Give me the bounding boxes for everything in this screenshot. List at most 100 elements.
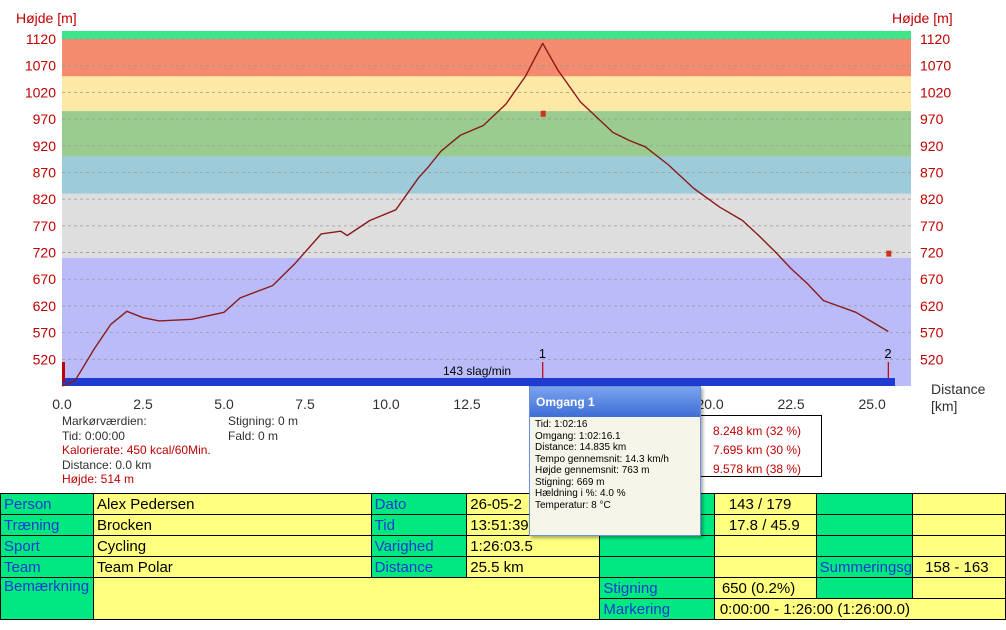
lap-marker-label: 2: [884, 346, 891, 361]
duration-value: 1:26:03.5: [466, 535, 601, 557]
lap-tooltip-line: Tempo gennemsnit: 14.3 km/h: [535, 453, 669, 465]
cursor-info-fall: Fald: 0 m: [228, 428, 279, 443]
sport-label: Sport: [0, 535, 94, 557]
intensity-zones: [62, 31, 911, 386]
speed-value: 17.8 / 45.9: [713, 514, 817, 536]
y-tick-label: 1070: [25, 58, 56, 74]
x-axis-title-line2: [km]: [931, 398, 958, 414]
y-tick-label: 620: [920, 298, 944, 314]
y-tick-label: 820: [33, 191, 57, 207]
cursor-info-header: Markørværdien:: [62, 414, 147, 428]
cursor-info-elevation: Stigning: 0 m Fald: 0 m: [228, 414, 298, 443]
x-axis-title: Distance [km]: [931, 381, 985, 415]
x-tick-label: 5.0: [214, 396, 234, 410]
y-tick-label: 670: [920, 271, 944, 287]
y-tick-label: 870: [920, 164, 944, 180]
y-tick-label: 1020: [25, 84, 56, 100]
y-tick-label: 570: [920, 325, 944, 341]
y-axis-right-ticks: 1120 1070 1020 970 920 870 820 770 720 670 620 570 5…: [920, 31, 951, 367]
lap-tooltip-title: Omgang 1: [530, 387, 700, 417]
y-tick-label: 920: [33, 138, 57, 154]
x-axis-title-line1: Distance: [931, 381, 986, 397]
heart-rate-point: [540, 110, 546, 117]
zones-summary-box: 8.248 km (32 %) 7.695 km (30 %) 9.578 km…: [698, 415, 822, 477]
heart-rate-point: [886, 250, 892, 257]
table-cell: [912, 493, 1006, 515]
team-label: Team: [0, 556, 94, 578]
mark-value: 0:00:00 - 1:26:00 (1:26:00.0): [713, 598, 1006, 620]
altitude-chart[interactable]: 1 2 1120 1070 1020 970 920 870 820 770 720 670 620 5…: [0, 0, 1006, 410]
table-row: Team Team Polar Distance 25.5 km Summeri…: [0, 556, 1006, 578]
team-value[interactable]: Team Polar: [92, 556, 372, 578]
table-cell: [912, 535, 1006, 557]
table-row: Person Alex Pedersen Dato 26-05-2 143 / …: [0, 493, 1006, 515]
table-cell: [912, 577, 1006, 599]
rise-value: 650 (0.2%): [713, 577, 817, 599]
y-tick-label: 720: [33, 245, 57, 261]
session-info-table: Person Alex Pedersen Dato 26-05-2 143 / …: [0, 493, 1006, 620]
distance-label: Distance: [370, 556, 468, 578]
lap-tooltip-line: Stigning: 669 m: [535, 476, 605, 488]
heart-rate-points: [540, 110, 892, 257]
y-tick-label: 670: [33, 271, 57, 287]
person-value[interactable]: Alex Pedersen: [92, 493, 372, 515]
y-tick-label: 770: [33, 218, 57, 234]
y-tick-label: 970: [33, 111, 57, 127]
lap-tooltip-line: Hældning i %: 4.0 %: [535, 488, 626, 499]
y-tick-label: 1120: [920, 31, 950, 47]
x-tick-label: 10.0: [372, 396, 399, 410]
zone-summary-1: 8.248 km (32 %): [713, 424, 802, 438]
table-cell: [815, 577, 914, 599]
y-axis-left-ticks: 1120 1070 1020 970 920 870 820 770 720 670 620 570 5…: [25, 31, 56, 367]
distance-value: 25.5 km: [466, 556, 601, 578]
cursor-line[interactable]: [62, 362, 65, 382]
cursor-info-rise: Stigning: 0 m: [228, 414, 299, 428]
lap-tooltip-line: Temperatur: 8 °C: [535, 499, 611, 511]
lap-tooltip-line: Højde gennemsnit: 763 m: [535, 465, 650, 476]
lap-tooltip-line: Tid: 1:02:16: [535, 419, 588, 430]
table-row: Bemærkning Stigning 650 (0.2%): [0, 577, 1006, 620]
time-label: Tid: [370, 514, 468, 536]
y-tick-label: 570: [33, 325, 57, 341]
x-tick-label: 7.5: [295, 396, 315, 410]
cursor-info-altitude: Højde: 514 m: [62, 472, 135, 486]
zone-band-1: [62, 31, 911, 40]
mark-label: Markering: [599, 598, 715, 620]
cursor-info-time: Tid: 0:00:00: [62, 428, 125, 443]
table-cell: [713, 535, 817, 557]
x-tick-label: 20.0: [696, 396, 723, 410]
x-tick-label: 22.5: [777, 396, 804, 410]
x-axis-ticks: 0.02.55.07.510.012.515.017.520.022.525.0: [52, 396, 886, 410]
table-row: Træning Brocken Tid 13:51:39 17.8 / 45.9: [0, 514, 1006, 536]
table-row: Sport Cycling Varighed 1:26:03.5: [0, 535, 1006, 557]
cursor-info-distance: Distance: 0.0 km: [62, 457, 152, 472]
lap-tooltip: Omgang 1 Tid: 1:02:16 Omgang: 1:02:16.1 …: [529, 386, 701, 536]
y-tick-label: 970: [920, 111, 944, 127]
zone-summary-3: 9.578 km (38 %): [713, 462, 802, 476]
table-cell: [912, 514, 1006, 536]
y-tick-label: 520: [920, 351, 944, 367]
note-value[interactable]: [92, 577, 601, 620]
y-tick-label: 820: [920, 191, 944, 207]
y-axis-left-title: Højde [m]: [16, 10, 77, 26]
y-tick-label: 770: [920, 218, 944, 234]
rise-label: Stigning: [599, 577, 715, 599]
sport-value[interactable]: Cycling: [92, 535, 372, 557]
training-label: Træning: [0, 514, 94, 536]
zone-band-2: [62, 39, 911, 77]
zone-band-4: [62, 111, 911, 157]
person-label: Person: [0, 493, 94, 515]
cursor-info-calories: Kalorierate: 450 kcal/60Min.: [62, 443, 211, 457]
training-value[interactable]: Brocken: [92, 514, 372, 536]
table-cell: [713, 556, 817, 578]
heart-rate-bar: [62, 378, 895, 386]
lap-marker-label: 1: [539, 346, 546, 361]
y-tick-label: 1020: [920, 84, 951, 100]
bar-label: 143 slag/min: [443, 364, 511, 378]
summary-value: 158 - 163: [912, 556, 1006, 578]
table-row: Markering 0:00:00 - 1:26:00 (1:26:00.0): [1, 598, 1006, 620]
table-cell: [815, 535, 914, 557]
lap-tooltip-body: Tid: 1:02:16 Omgang: 1:02:16.1 Distance:…: [530, 417, 700, 511]
y-tick-label: 520: [33, 351, 57, 367]
zone-band-5: [62, 156, 911, 194]
